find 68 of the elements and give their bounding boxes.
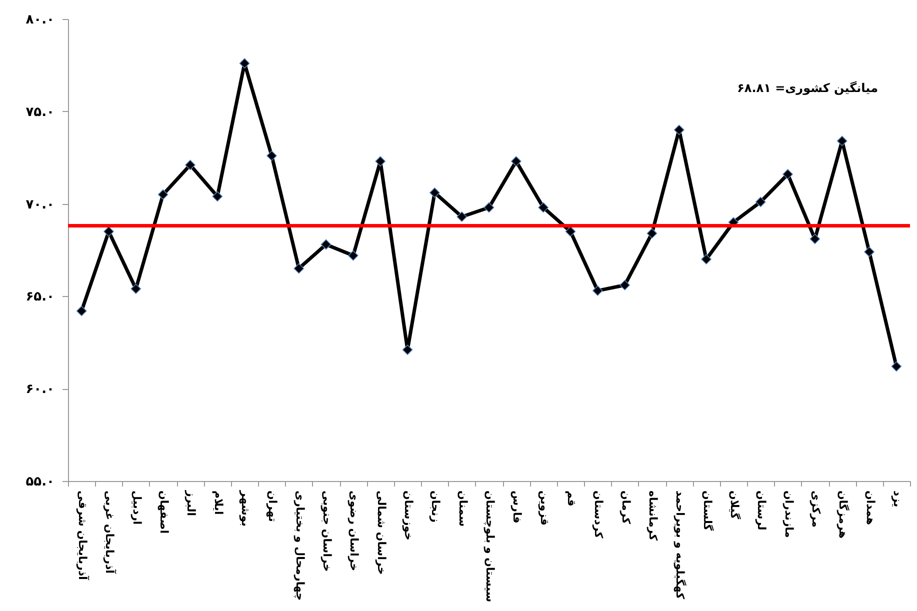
point	[836, 136, 848, 146]
point	[511, 156, 522, 166]
point	[538, 202, 548, 213]
y-tick-label: ۶۰.۰	[26, 382, 54, 398]
x-tick-label: اصفهان	[158, 490, 171, 534]
x-tick-label: ایلام	[212, 490, 225, 515]
point	[375, 156, 386, 166]
x-tick-label: کردستان	[592, 490, 606, 539]
y-tick-label: ۷۰.۰	[26, 197, 54, 212]
x-tick-label: گیلان	[728, 490, 741, 520]
point	[76, 306, 87, 316]
point	[592, 286, 603, 296]
y-tick-label: ۷۵.۰	[26, 104, 54, 120]
x-tick-label: هرمزگان	[836, 490, 850, 539]
x-tick-label: البرز	[184, 490, 198, 516]
point	[158, 189, 168, 200]
x-tick-label: همدان	[864, 490, 877, 526]
x-tick-label: قم	[564, 490, 578, 506]
point	[239, 58, 250, 68]
point	[130, 284, 142, 294]
x-tick-label: خراسان شمالی	[374, 490, 388, 575]
x-tick-label: بوشهر	[239, 490, 252, 526]
x-tick-label: کهگیلویه و بویراحمد	[674, 490, 687, 600]
point	[456, 212, 467, 222]
point	[891, 361, 902, 372]
x-tick-label: سمنان	[456, 490, 470, 527]
point	[565, 226, 576, 237]
x-tick-label: آذربایجان غربی	[103, 490, 118, 574]
point	[646, 228, 658, 239]
x-tick-label: خراسان رضوی	[348, 490, 361, 572]
x-tick-label: یزد	[890, 490, 904, 508]
x-tick-label: خراسان جنوبی	[320, 490, 334, 572]
x-tick-label: قزوین	[538, 490, 551, 526]
x-tick-label: مرکزی	[809, 490, 822, 528]
point	[266, 150, 277, 161]
y-tick-label: ۶۵.۰	[26, 290, 54, 305]
point	[212, 191, 223, 202]
point	[185, 160, 196, 170]
point	[810, 234, 820, 244]
x-tick-label: گلستان	[700, 490, 714, 532]
x-tick-label: خوزستان	[402, 490, 416, 540]
x-tick-label: کرمان	[619, 490, 632, 525]
annotation: میانگین کشوری= ۶۸.۸۱	[737, 81, 878, 95]
y-tick-label: ۸۰.۰	[26, 12, 54, 28]
point	[484, 202, 494, 213]
point	[402, 344, 413, 355]
point	[864, 246, 874, 257]
point	[755, 196, 766, 208]
point	[620, 280, 630, 290]
point	[348, 250, 358, 261]
x-tick-label: سیستان و بلوچستان	[484, 490, 496, 602]
x-tick-label: فارس	[510, 490, 524, 524]
point	[320, 239, 332, 250]
point	[430, 188, 440, 198]
x-tick-label: زنجان	[429, 490, 442, 522]
x-tick-label: اردبیل	[130, 490, 144, 525]
point	[294, 263, 304, 274]
x-tick-label: مازندران	[782, 490, 796, 538]
x-tick-label: لرستان	[755, 490, 768, 530]
x-tick-label: کرمانشاه	[646, 490, 660, 542]
x-tick-label: آذربایجان شرقی	[76, 490, 90, 580]
point	[701, 254, 712, 264]
point	[104, 226, 114, 237]
x-tick-label: تهران	[266, 490, 280, 522]
y-tick-label: ۵۵.۰	[26, 474, 54, 490]
x-tick-label: چهارمحال و بختیاری	[293, 490, 306, 601]
point	[674, 124, 684, 136]
point	[782, 169, 793, 180]
